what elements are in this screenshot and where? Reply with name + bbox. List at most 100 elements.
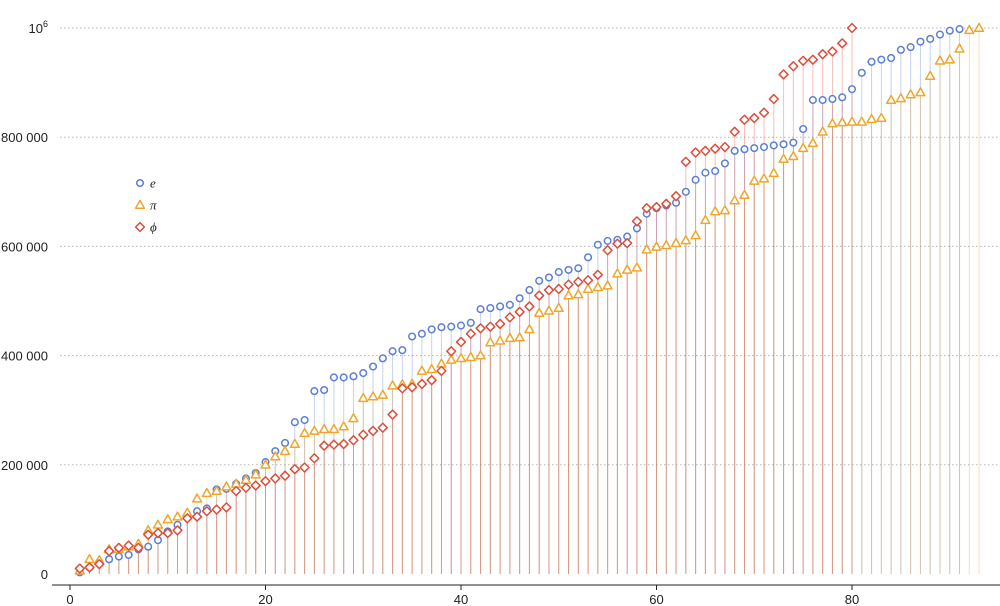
point-pi [260,459,271,469]
point-e [828,94,837,104]
point-pi [534,307,545,317]
point-e [584,253,593,262]
point-e [476,305,485,314]
point-phi [778,69,789,80]
point-e [926,34,935,43]
point-pi [602,280,613,290]
point-pi [221,481,232,491]
point-phi [680,156,691,167]
point-e [779,140,788,149]
point-phi [602,245,613,256]
x-tick-label: 0 [66,592,73,606]
point-phi [84,562,95,573]
point-e [417,329,426,338]
point-pi [719,205,731,215]
point-pi [973,22,985,32]
point-pi [162,514,173,524]
point-e [535,276,544,285]
point-phi [710,143,721,154]
point-pi [309,425,320,435]
point-pi [641,244,652,254]
point-phi [641,203,652,214]
point-pi [84,553,95,564]
point-phi [455,336,467,348]
point-e [310,387,319,396]
point-pi [631,262,643,272]
point-phi [152,527,164,539]
point-phi [387,409,398,420]
point-phi [279,470,291,481]
point-e [398,346,407,355]
point-pi [211,485,222,495]
y-tick-label: 600 000 [1,239,48,254]
point-pi [416,365,428,375]
point-phi [670,191,682,202]
point-pi [191,493,203,503]
point-e [349,372,358,381]
point-e [818,96,827,105]
point-e [701,168,710,177]
point-phi [406,382,418,393]
point-e [105,555,114,564]
x-tick-label: 40 [454,592,468,606]
point-e [574,264,583,273]
point-pi [837,117,848,127]
point-e [339,373,348,382]
x-tick-label: 20 [258,592,272,606]
point-phi [358,429,369,440]
point-phi [94,559,105,570]
point-pi [856,116,867,126]
point-pi [553,302,564,313]
point-phi [494,318,506,330]
point-e [681,187,690,196]
point-e [769,141,778,150]
point-e [388,347,397,356]
point-e [378,354,387,363]
point-pi [201,487,212,498]
point-phi [270,473,281,484]
point-e [525,286,534,295]
point-pi [788,150,799,161]
point-pi [817,126,828,136]
point-phi [797,55,809,66]
point-e [740,145,749,154]
point-pi [465,351,476,362]
point-e [847,85,857,94]
point-e [427,325,436,334]
point-e [320,385,329,395]
point-e [799,124,808,134]
point-pi [758,173,770,183]
point-e [447,322,456,331]
point-phi [250,480,261,491]
point-pi [543,305,555,315]
x-tick-label: 60 [649,592,663,606]
point-e [456,321,466,330]
point-pi [895,93,907,103]
point-phi [514,306,525,318]
point-pi [475,350,486,360]
point-phi [465,328,476,339]
point-e [368,362,378,371]
point-e [730,146,739,155]
gridlines [60,27,1000,466]
point-phi [739,114,750,125]
point-e [838,93,847,102]
point-pi [964,24,975,35]
point-phi [837,38,848,49]
point-pi [348,413,359,423]
point-e [711,167,720,176]
point-phi [143,529,154,540]
point-e [720,159,729,168]
point-phi [172,525,183,536]
point-e [554,268,563,277]
point-pi [710,206,721,216]
point-pi [289,438,300,449]
point-phi [592,269,603,280]
point-phi [367,425,379,437]
y-tick-label: 106 [29,19,48,36]
point-e [887,53,896,63]
point-pi [328,423,340,434]
legend-marker-e [135,178,145,188]
